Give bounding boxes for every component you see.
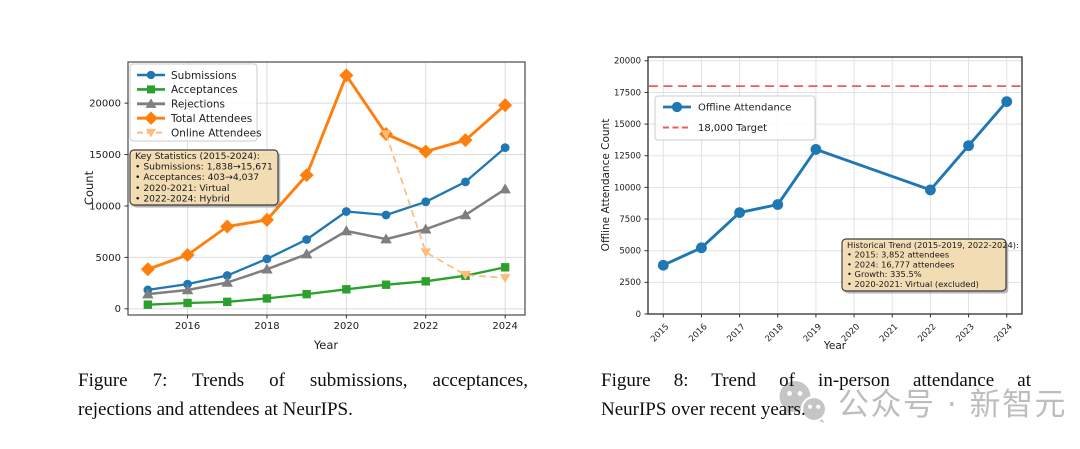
- wechat-icon: [779, 380, 828, 423]
- svg-text:15000: 15000: [89, 150, 121, 161]
- annotation-box: Key Statistics (2015-2024):• Submissions…: [129, 149, 281, 208]
- svg-text:• 2020-2021: Virtual: • 2020-2021: Virtual: [135, 183, 229, 194]
- svg-text:• Growth: 335.5%: • Growth: 335.5%: [847, 269, 922, 279]
- svg-text:2018: 2018: [764, 322, 786, 344]
- series-online-attendees: [380, 130, 511, 284]
- figure7-caption: Figure 7: Trends of submissions, accepta…: [78, 366, 528, 424]
- svg-text:5000: 5000: [96, 253, 121, 264]
- svg-text:2018: 2018: [254, 321, 279, 332]
- series-offline-attendance: [657, 96, 1013, 271]
- svg-text:2024: 2024: [492, 321, 517, 332]
- svg-text:2500: 2500: [619, 278, 641, 288]
- y-axis-label: Offline Attendance Count: [600, 119, 612, 252]
- svg-text:Historical Trend (2015-2019, 2: Historical Trend (2015-2019, 2022-2024):: [847, 240, 1019, 250]
- svg-text:10000: 10000: [89, 201, 121, 212]
- svg-text:• 2020-2021: Virtual (excluded: • 2020-2021: Virtual (excluded): [847, 279, 979, 289]
- axis-ticks: 0 5000 10000 15000 20000 2016 2018 2020 2022 2024: [89, 99, 518, 332]
- svg-text:2022: 2022: [916, 322, 938, 344]
- svg-text:2023: 2023: [954, 322, 976, 344]
- svg-text:• Submissions: 1,838→15,671: • Submissions: 1,838→15,671: [135, 162, 273, 173]
- svg-text:• 2015: 3,852 attendees: • 2015: 3,852 attendees: [847, 250, 949, 260]
- svg-text:2017: 2017: [725, 322, 747, 344]
- series-submissions: [143, 143, 510, 295]
- svg-text:• 2024: 16,777 attendees: • 2024: 16,777 attendees: [847, 259, 955, 269]
- svg-text:• 2022-2024: Hybrid: • 2022-2024: Hybrid: [135, 193, 230, 204]
- svg-text:2015: 2015: [649, 322, 671, 344]
- series-rejections: [142, 183, 511, 299]
- svg-text:• Acceptances: 403→4,037: • Acceptances: 403→4,037: [135, 172, 259, 183]
- svg-text:Rejections: Rejections: [171, 99, 225, 111]
- svg-text:2022: 2022: [413, 321, 438, 332]
- svg-text:18,000 Target: 18,000 Target: [698, 123, 767, 134]
- figure8-chart: 0 2500 5000 7500 10000 12500 15000 17500 20000 20…: [600, 56, 1023, 352]
- svg-text:2021: 2021: [878, 322, 900, 344]
- legend: Submissions Acceptances Rejections Total At…: [129, 63, 262, 142]
- svg-text:12500: 12500: [614, 152, 641, 162]
- svg-text:17500: 17500: [614, 88, 641, 98]
- svg-text:10000: 10000: [614, 183, 641, 193]
- svg-text:Total Attendees: Total Attendees: [170, 113, 252, 125]
- svg-text:0: 0: [115, 304, 121, 315]
- svg-text:Online Attendees: Online Attendees: [171, 127, 262, 139]
- watermark: 公众号 · 新智元: [775, 379, 1067, 424]
- annotation-box: Historical Trend (2015-2019, 2022-2024):…: [841, 238, 1019, 294]
- svg-text:Submissions: Submissions: [171, 70, 237, 82]
- svg-text:5000: 5000: [619, 247, 641, 257]
- figure8-caption-line2: NeurIPS over recent years.: [601, 399, 806, 420]
- svg-text:7500: 7500: [619, 215, 641, 225]
- svg-text:Offline Attendance: Offline Attendance: [698, 103, 791, 114]
- watermark-text: 公众号 · 新智元: [838, 387, 1068, 423]
- svg-text:2020: 2020: [334, 321, 359, 332]
- figure7-caption-line2: rejections and attendees at NeurIPS.: [78, 399, 353, 420]
- svg-text:2024: 2024: [992, 322, 1014, 344]
- svg-text:2016: 2016: [175, 321, 200, 332]
- svg-text:2019: 2019: [802, 322, 824, 344]
- svg-text:Key Statistics (2015-2024):: Key Statistics (2015-2024):: [135, 151, 260, 162]
- x-axis-label: Year: [823, 340, 847, 352]
- figure8-caption-line1: Figure 8: Trend of in-person attendance …: [601, 370, 1031, 391]
- figure8-caption: Figure 8: Trend of in-person attendance …: [601, 366, 1031, 424]
- svg-text:15000: 15000: [614, 120, 641, 130]
- figure7-chart: 0 5000 10000 15000 20000 2016 2018 2020 2022 2024…: [82, 61, 526, 352]
- svg-text:20000: 20000: [614, 57, 641, 67]
- legend: Offline Attendance 18,000 Target: [654, 95, 816, 141]
- figure7-caption-line1: Figure 7: Trends of submissions, accepta…: [78, 370, 528, 391]
- svg-text:0: 0: [636, 310, 641, 320]
- x-axis-label: Year: [313, 338, 339, 352]
- svg-text:2016: 2016: [687, 322, 709, 344]
- svg-text:Acceptances: Acceptances: [171, 84, 238, 96]
- y-axis-label: Count: [82, 170, 96, 205]
- svg-text:20000: 20000: [89, 99, 121, 110]
- series-acceptances: [143, 263, 510, 309]
